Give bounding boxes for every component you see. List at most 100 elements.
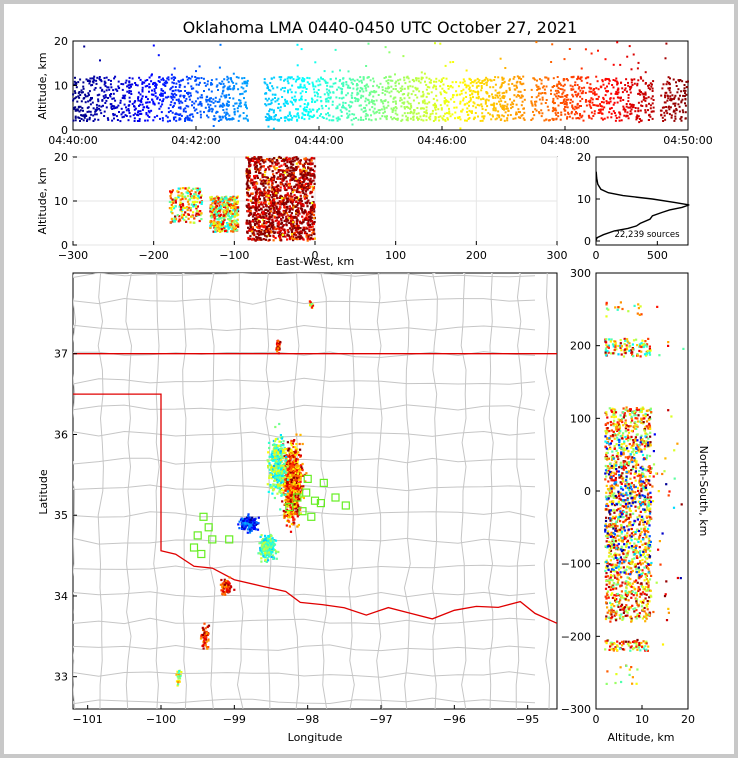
- source-point: [591, 101, 594, 104]
- source-point: [199, 96, 202, 99]
- source-point: [223, 85, 226, 88]
- source-point: [217, 196, 220, 200]
- source-point: [291, 176, 294, 179]
- source-point: [338, 118, 341, 121]
- source-point: [233, 212, 237, 215]
- source-point: [259, 193, 262, 196]
- source-point: [271, 170, 274, 173]
- source-point: [338, 97, 341, 100]
- source-point: [279, 226, 282, 229]
- source-point: [137, 96, 140, 99]
- source-point: [167, 76, 170, 79]
- source-point: [300, 490, 303, 493]
- source-point: [670, 116, 673, 119]
- source-point: [199, 116, 202, 119]
- source-point: [443, 101, 446, 104]
- source-point: [296, 515, 299, 518]
- source-point: [112, 92, 115, 95]
- source-point: [81, 114, 84, 117]
- source-point: [407, 92, 410, 95]
- source-point: [362, 90, 365, 93]
- source-point: [254, 167, 257, 170]
- source-point: [269, 82, 272, 85]
- source-point: [617, 91, 620, 94]
- source-count-annotation: 22,239 sources: [614, 230, 680, 240]
- source-point: [534, 103, 537, 106]
- source-point: [126, 90, 129, 93]
- source-point: [395, 80, 398, 83]
- source-point: [342, 96, 345, 99]
- source-point: [235, 82, 238, 85]
- source-point: [435, 106, 438, 109]
- source-point: [83, 45, 86, 48]
- source-point: [603, 106, 606, 109]
- source-point: [683, 87, 686, 90]
- source-point: [128, 91, 131, 94]
- source-point: [273, 175, 276, 178]
- source-point: [173, 92, 176, 95]
- source-point: [597, 88, 600, 91]
- source-point: [465, 96, 468, 98]
- source-point: [300, 207, 303, 210]
- source-point: [299, 170, 302, 173]
- source-point: [268, 215, 271, 219]
- source-point: [269, 108, 271, 111]
- source-point: [270, 102, 273, 104]
- source-point: [186, 92, 188, 94]
- source-point: [304, 186, 307, 189]
- source-point: [241, 92, 244, 95]
- source-point: [556, 89, 559, 92]
- source-point: [119, 101, 122, 104]
- source-point: [108, 88, 111, 91]
- source-point: [220, 228, 223, 231]
- source-point: [480, 89, 483, 92]
- source-point: [198, 81, 201, 84]
- source-point: [175, 112, 178, 115]
- source-point: [426, 85, 429, 88]
- source-point: [660, 113, 663, 116]
- source-point: [392, 97, 395, 100]
- source-point: [226, 87, 229, 90]
- source-point: [272, 199, 276, 202]
- source-point: [630, 105, 633, 108]
- source-point: [262, 215, 265, 219]
- source-point: [574, 90, 577, 93]
- source-point: [304, 174, 308, 177]
- source-point: [280, 76, 283, 79]
- source-point: [86, 110, 89, 113]
- source-point: [303, 197, 306, 200]
- source-point: [100, 89, 103, 92]
- source-point: [144, 85, 147, 88]
- source-point: [311, 185, 315, 188]
- source-point: [283, 516, 286, 519]
- source-point: [176, 190, 179, 193]
- source-point: [422, 94, 425, 97]
- source-point: [218, 215, 221, 218]
- source-point: [248, 171, 252, 175]
- source-point: [230, 206, 233, 209]
- source-point: [534, 100, 536, 103]
- source-point: [224, 203, 227, 206]
- source-point: [233, 215, 236, 218]
- source-point: [254, 191, 257, 194]
- source-point: [300, 176, 303, 179]
- source-point: [291, 515, 294, 518]
- source-point: [440, 108, 443, 111]
- source-point: [112, 113, 115, 115]
- source-point: [286, 200, 289, 204]
- source-point: [457, 85, 460, 88]
- source-point: [438, 79, 441, 82]
- source-point: [247, 236, 250, 240]
- source-point: [243, 80, 246, 83]
- source-point: [625, 103, 628, 105]
- source-point: [232, 88, 235, 91]
- source-point: [181, 203, 184, 206]
- source-point: [199, 101, 202, 103]
- source-point: [275, 202, 278, 205]
- source-point: [97, 118, 100, 121]
- source-point: [490, 118, 493, 121]
- source-point: [257, 209, 261, 212]
- source-point: [174, 215, 177, 218]
- source-point: [474, 91, 477, 94]
- source-point: [184, 110, 187, 113]
